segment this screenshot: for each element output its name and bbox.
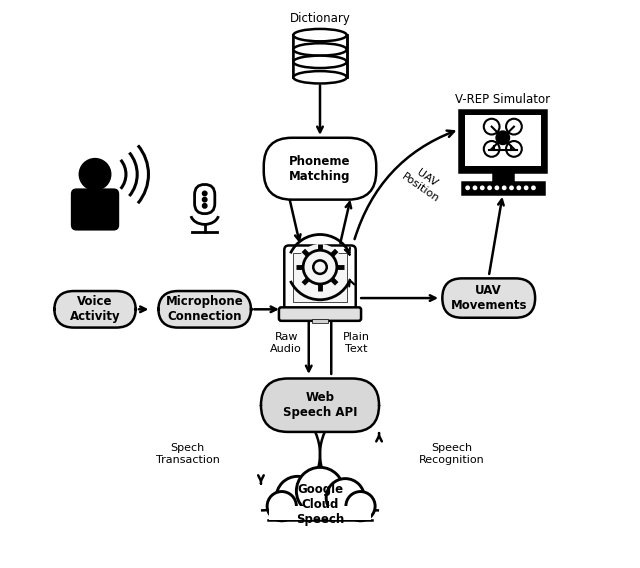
Circle shape	[495, 186, 499, 190]
Bar	[312, 319, 328, 323]
Text: Microphone
Connection: Microphone Connection	[166, 295, 244, 323]
Bar	[293, 253, 347, 302]
Circle shape	[510, 186, 513, 190]
Circle shape	[488, 186, 492, 190]
Bar	[462, 182, 543, 194]
FancyBboxPatch shape	[442, 278, 535, 318]
Circle shape	[517, 186, 520, 190]
Text: V-REP Simulator: V-REP Simulator	[455, 93, 550, 106]
FancyBboxPatch shape	[71, 189, 119, 231]
Ellipse shape	[293, 43, 347, 56]
Circle shape	[473, 186, 477, 190]
Text: Raw
Audio: Raw Audio	[270, 332, 302, 354]
Circle shape	[267, 491, 296, 521]
Text: Phoneme
Matching: Phoneme Matching	[289, 154, 351, 183]
FancyBboxPatch shape	[264, 138, 376, 199]
FancyBboxPatch shape	[54, 291, 136, 328]
Circle shape	[326, 479, 364, 517]
Bar	[267, 498, 373, 520]
Circle shape	[466, 186, 469, 190]
FancyArrowPatch shape	[355, 131, 454, 239]
Bar	[493, 170, 513, 182]
Circle shape	[296, 467, 344, 515]
Circle shape	[202, 191, 207, 196]
Bar	[293, 35, 347, 77]
Circle shape	[346, 491, 375, 521]
Circle shape	[524, 186, 528, 190]
Bar	[269, 506, 371, 520]
Text: UAV
Movements: UAV Movements	[451, 284, 527, 312]
Circle shape	[298, 245, 342, 290]
FancyBboxPatch shape	[195, 185, 215, 214]
FancyBboxPatch shape	[261, 378, 379, 432]
Circle shape	[532, 186, 535, 190]
Text: Spech
Transaction: Spech Transaction	[156, 444, 220, 465]
Text: Web
Speech API: Web Speech API	[283, 391, 357, 419]
Bar	[460, 110, 547, 172]
Text: Google
Cloud
Speech: Google Cloud Speech	[296, 483, 344, 526]
Bar	[294, 36, 346, 76]
FancyBboxPatch shape	[279, 307, 361, 321]
Circle shape	[481, 186, 484, 190]
Circle shape	[496, 131, 509, 144]
FancyBboxPatch shape	[284, 245, 356, 311]
Ellipse shape	[293, 29, 347, 41]
Circle shape	[276, 477, 319, 519]
Circle shape	[202, 203, 207, 208]
Text: Speech
Recognition: Speech Recognition	[419, 444, 485, 465]
Text: Dictionary: Dictionary	[289, 12, 351, 26]
Circle shape	[79, 158, 111, 190]
Text: UAV
Position: UAV Position	[400, 161, 448, 204]
Text: Voice
Activity: Voice Activity	[70, 295, 120, 323]
Text: Plain
Text: Plain Text	[343, 332, 370, 354]
Ellipse shape	[293, 56, 347, 68]
Circle shape	[202, 198, 207, 202]
FancyBboxPatch shape	[158, 291, 251, 328]
Ellipse shape	[293, 71, 347, 83]
Bar	[465, 115, 541, 166]
Circle shape	[502, 186, 506, 190]
